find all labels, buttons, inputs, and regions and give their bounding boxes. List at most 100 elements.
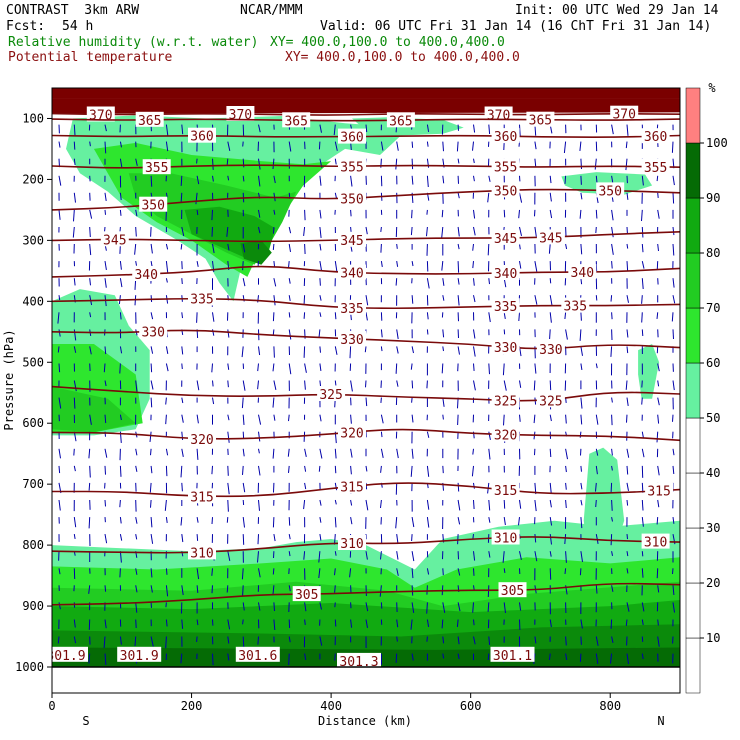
wind-vector — [73, 192, 76, 203]
wind-vector — [350, 124, 353, 130]
wind-vector — [611, 551, 613, 556]
wind-vector — [534, 295, 538, 305]
y-tick-label: 700 — [22, 477, 44, 491]
wind-vector — [304, 380, 306, 390]
wind-vector — [426, 431, 430, 438]
wind-vector — [288, 329, 292, 340]
wind-vector — [104, 209, 106, 215]
wind-vector — [534, 363, 537, 374]
wind-vector — [641, 499, 644, 511]
wind-vector — [656, 175, 659, 182]
theta-label: 330 — [340, 333, 363, 348]
rh-north-mid — [638, 344, 660, 399]
theta-label-bg — [139, 196, 168, 212]
wind-vector — [487, 585, 490, 598]
wind-vector — [227, 141, 231, 152]
wind-vector — [181, 312, 183, 319]
wind-vector — [672, 448, 675, 456]
wind-vector — [611, 226, 614, 238]
x-tick-label: 0 — [48, 699, 55, 713]
wind-vector — [272, 585, 275, 596]
wind-vector — [58, 465, 61, 474]
theta-label-bg — [188, 544, 216, 560]
wind-vector — [135, 517, 138, 524]
wind-vector — [396, 346, 399, 354]
theta-label: 301.9 — [46, 649, 85, 664]
wind-vector — [181, 124, 184, 135]
wind-vector — [487, 602, 490, 612]
wind-vector — [165, 602, 167, 608]
wind-vector — [288, 636, 291, 643]
wind-vector — [611, 516, 613, 522]
wind-vector — [626, 568, 629, 574]
theta-label: 310 — [644, 536, 667, 551]
wind-vector — [334, 261, 338, 272]
wind-vector — [641, 602, 645, 612]
wind-vector — [181, 397, 184, 404]
wind-vector — [595, 448, 599, 456]
wind-vector — [565, 448, 568, 460]
wind-vector — [625, 158, 628, 171]
wind-vector — [242, 243, 246, 253]
wind-vector — [426, 278, 430, 289]
wind-vector — [273, 414, 276, 421]
wind-vector — [165, 397, 167, 405]
wind-vector — [380, 448, 384, 458]
wind-vector — [365, 482, 368, 490]
wind-vector — [149, 431, 152, 442]
theta-label: 345 — [494, 232, 517, 247]
wind-vector — [488, 363, 490, 375]
wind-vector — [288, 312, 291, 318]
wind-vector — [564, 312, 567, 320]
wind-vector — [150, 448, 152, 456]
theta-label-bg — [188, 290, 216, 306]
wind-vector — [380, 226, 382, 232]
theta-label: 355 — [644, 161, 667, 176]
wind-vector — [104, 619, 107, 629]
wind-vector — [671, 312, 674, 322]
theta-label: 365 — [138, 114, 161, 129]
theta-label-bg — [292, 586, 321, 602]
colorbar-segment — [685, 252, 701, 309]
wind-vector — [457, 516, 461, 525]
wind-vector — [579, 329, 582, 341]
wind-vector — [626, 534, 628, 540]
y-tick-label: 600 — [22, 416, 44, 430]
theta-label-bg — [226, 106, 255, 121]
colorbar-tick-label: 90 — [706, 191, 720, 205]
theta-label-bg — [338, 478, 366, 494]
wind-vector — [473, 329, 476, 339]
wind-vector — [580, 192, 583, 200]
wind-vector — [472, 141, 474, 151]
wind-vector — [579, 653, 582, 662]
wind-vector — [657, 380, 660, 387]
wind-vector — [119, 534, 123, 541]
axes: 100 200 300 400 500 600 700 800 900 1000 0 200 400 60… — [15, 111, 621, 713]
wind-vector — [426, 602, 428, 614]
wind-vector — [380, 465, 382, 473]
wind-vector — [58, 568, 61, 575]
theta-label: 360 — [644, 130, 667, 145]
wind-vector — [181, 346, 184, 355]
wind-vector — [89, 346, 92, 355]
wind-vector — [565, 499, 567, 509]
theta-label: 301.1 — [493, 649, 532, 664]
wind-vector — [211, 465, 213, 475]
wind-vector — [457, 397, 459, 409]
theta-label: 315 — [647, 485, 670, 500]
wind-vector — [211, 363, 213, 373]
theta-label: 365 — [529, 114, 552, 129]
wind-vector — [411, 175, 414, 185]
wind-vector — [442, 175, 445, 184]
wind-vector — [73, 124, 76, 136]
colorbar-segment — [685, 527, 701, 584]
wind-vector — [395, 158, 398, 170]
wind-vector — [150, 517, 153, 528]
wind-vector — [657, 397, 660, 406]
wind-vector — [73, 448, 75, 456]
theta-label-bg — [484, 106, 513, 122]
wind-vector — [488, 312, 491, 323]
theta-label: 325 — [539, 394, 562, 409]
wind-vector — [350, 209, 352, 217]
wind-vector — [365, 380, 367, 388]
